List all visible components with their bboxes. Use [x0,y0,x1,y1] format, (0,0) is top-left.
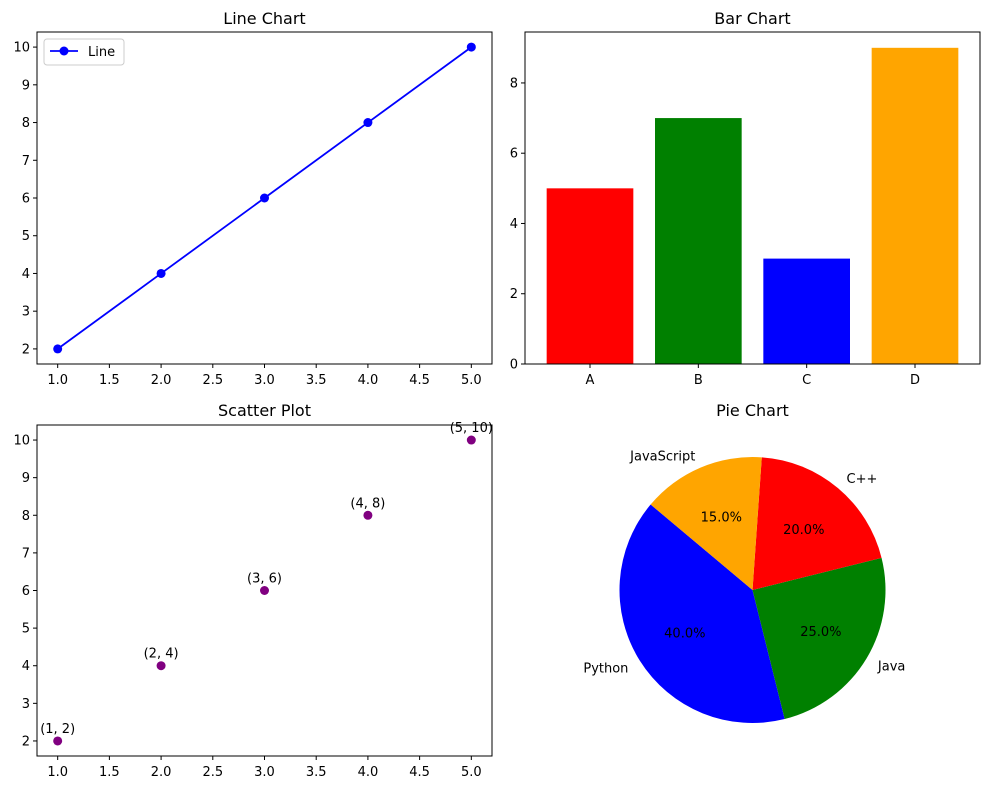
line-ytick-label: 2 [22,342,30,357]
scatter-xtick-label: 1.0 [47,765,68,780]
bar-chart-panel: Bar Chart 0 2 4 6 8 A B C D [510,9,981,388]
line-ytick-label: 8 [22,116,30,131]
scatter-ytick-label: 3 [22,697,30,712]
pie-pct-label: 40.0% [664,626,705,641]
scatter-ytick-label: 6 [22,584,30,599]
scatter-xtick-label: 3.5 [306,765,327,780]
scatter-point-label: (5, 10) [450,421,493,436]
pie-pct-label: 25.0% [800,625,841,640]
legend-marker-swatch [59,46,69,56]
line-xtick-label: 1.0 [47,373,68,388]
scatter-xtick-label: 5.0 [461,765,482,780]
scatter-chart-panel: Scatter Plot 2 3 4 5 6 7 8 9 10 1.0 1.5 2.0 2.5 3.0 3… [13,401,492,780]
bar-ytick-label: 4 [510,217,518,232]
bar-B [655,118,742,365]
line-point [466,42,476,52]
bar-xtick-label: C [802,373,811,388]
line-chart-title: Line Chart [223,9,305,28]
scatter-xtick-label: 4.5 [409,765,430,780]
scatter-point [466,435,476,445]
pie-pct-label: 20.0% [783,523,824,538]
bar-ytick-label: 6 [510,147,518,162]
bar-A [546,188,634,364]
pie-label: JavaScript [629,449,695,464]
line-point [363,118,373,128]
pie-label: Java [877,659,905,674]
scatter-point [156,661,166,671]
line-chart-frame [36,31,493,365]
pie-slice-javascript [650,457,762,590]
scatter-point-label: (1, 2) [40,722,75,737]
pie-slice-python [619,504,785,723]
scatter-ytick-label: 10 [13,434,30,449]
legend-label-line: Line [88,45,115,60]
scatter-ytick-label: 7 [22,546,30,561]
scatter-ytick-label: 4 [22,659,30,674]
scatter-chart-frame [36,424,493,757]
bar-xtick-label: D [910,373,920,388]
line-xtick-label: 2.0 [151,373,172,388]
legend-box [43,38,125,66]
scatter-xtick-label: 2.0 [151,765,172,780]
line-chart-panel: Line Chart 2 3 4 5 6 7 8 9 10 1.0 1.5 2.0 2.5 3.0 3.5… [13,9,493,388]
bar-xtick-label: A [586,373,595,388]
line-ytick-label: 10 [13,41,30,56]
line-ytick-label: 7 [22,154,30,169]
pie-slice-c [752,457,882,590]
line-ytick-label: 3 [22,305,30,320]
scatter-point-label: (4, 8) [350,496,385,511]
bar-D [871,47,959,365]
line-point [156,268,166,278]
scatter-point [53,736,63,746]
pie-slice-java [752,557,886,720]
bar-ytick-label: 8 [510,76,518,91]
scatter-xtick-label: 2.5 [202,765,223,780]
pie-label: Python [583,662,628,677]
line-point [260,193,269,203]
line-xtick-label: 5.0 [461,373,482,388]
scatter-xtick-label: 4.0 [358,765,379,780]
bar-xtick-label: B [694,373,703,388]
pie-chart-title: Pie Chart [716,401,789,420]
bar-chart-title: Bar Chart [714,9,790,28]
bar-ytick-label: 0 [510,358,518,373]
scatter-point [260,586,269,595]
pie-pct-label: 15.0% [701,511,742,526]
scatter-xtick-label: 1.5 [99,765,120,780]
scatter-point-label: (3, 6) [247,572,282,587]
scatter-point-label: (2, 4) [144,647,179,662]
line-xtick-label: 3.5 [306,373,327,388]
scatter-chart-title: Scatter Plot [218,401,311,420]
bar-ytick-label: 2 [510,287,518,302]
scatter-ytick-label: 2 [22,734,30,749]
line-xtick-label: 2.5 [202,373,223,388]
line-ytick-label: 4 [22,267,30,282]
bar-chart-frame [524,31,981,365]
scatter-ytick-label: 8 [22,509,30,524]
line-chart-legend: Line [43,38,125,66]
pie-label: C++ [847,472,878,487]
line-point [53,344,63,354]
scatter-ytick-label: 5 [22,622,30,637]
line-xtick-label: 3.0 [254,373,275,388]
line-xtick-label: 1.5 [99,373,120,388]
pie-chart-panel: Pie Chart Python 40.0% Java 25.0% C++ 20.0% Ja… [583,401,905,723]
line-ytick-label: 5 [22,229,30,244]
scatter-point [363,510,373,520]
bar-C [763,258,850,364]
line-ytick-label: 6 [22,192,30,207]
scatter-xtick-label: 3.0 [254,765,275,780]
line-ytick-label: 9 [22,78,30,93]
line-xtick-label: 4.0 [358,373,379,388]
scatter-ytick-label: 9 [22,471,30,486]
line-xtick-label: 4.5 [409,373,430,388]
